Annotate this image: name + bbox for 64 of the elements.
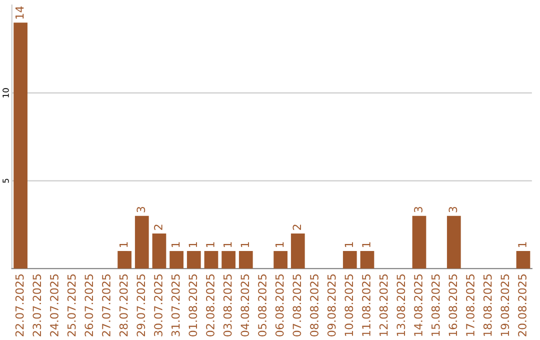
bar	[516, 251, 530, 269]
x-tick-label: 08.08.2025	[310, 274, 318, 336]
bar	[222, 251, 236, 269]
bar	[204, 251, 218, 269]
bar	[134, 216, 149, 269]
bar	[118, 251, 132, 269]
data-label: 1	[276, 242, 284, 248]
x-tick-label: 10.08.2025	[344, 274, 354, 336]
x-tick-label: 30.07.2025	[154, 274, 162, 336]
x-tick-label: 19.08.2025	[500, 274, 510, 336]
bar	[360, 251, 374, 269]
x-tick-label: 27.07.2025	[102, 274, 110, 336]
x-tick-label: 16.08.2025	[448, 274, 458, 336]
data-label: 1	[344, 242, 353, 248]
bar	[274, 251, 288, 269]
x-tick-label: 05.08.2025	[258, 274, 266, 336]
x-tick-label: 26.07.2025	[84, 274, 94, 336]
data-label: 1	[172, 242, 180, 248]
x-tick-label: 15.08.2025	[431, 274, 440, 336]
x-tick-label: 28.07.2025	[119, 274, 128, 336]
bar	[238, 251, 253, 269]
bar	[446, 216, 461, 269]
bar	[152, 233, 166, 269]
x-tick-label: 02.08.2025	[206, 274, 214, 336]
x-tick-label: 06.08.2025	[275, 274, 284, 336]
data-label: 1	[206, 242, 214, 248]
data-label: 1	[224, 242, 232, 248]
data-label: 3	[448, 206, 458, 212]
data-label: 3	[136, 206, 146, 212]
x-tick-label: 25.07.2025	[67, 274, 76, 336]
data-label: 1	[362, 242, 370, 248]
data-label: 1	[518, 242, 526, 248]
x-tick-label: 01.08.2025	[188, 274, 198, 336]
y-tick-label: 5	[2, 178, 9, 183]
x-tick-label: 03.08.2025	[223, 274, 232, 336]
bar	[290, 233, 305, 269]
bar	[186, 251, 201, 269]
x-tick-label: 14.08.2025	[414, 274, 422, 336]
x-tick-label: 13.08.2025	[396, 274, 406, 336]
bar	[342, 251, 357, 269]
bar	[412, 216, 426, 269]
x-tick-label: 17.08.2025	[466, 274, 474, 336]
x-tick-label: 20.08.2025	[518, 274, 526, 336]
x-tick-label: 24.07.2025	[50, 274, 58, 336]
y-tick-label: 10	[2, 88, 9, 98]
data-label: 2	[154, 224, 162, 230]
data-label: 1	[120, 242, 128, 248]
x-tick-label: 22.07.2025	[15, 274, 24, 336]
data-label: 3	[414, 206, 422, 212]
x-tick-label: 09.08.2025	[327, 274, 336, 336]
x-tick-label: 04.08.2025	[240, 274, 250, 336]
bar	[170, 251, 184, 269]
x-tick-label: 07.08.2025	[292, 274, 302, 336]
x-tick-label: 11.08.2025	[362, 274, 370, 336]
data-label: 2	[292, 224, 301, 230]
bar	[14, 22, 28, 269]
x-tick-label: 31.07.2025	[171, 274, 180, 336]
x-tick-label: 23.07.2025	[32, 274, 42, 336]
x-tick-label: 29.07.2025	[136, 274, 146, 336]
data-label: 1	[240, 242, 249, 248]
data-label: 14	[16, 6, 24, 19]
data-label: 1	[188, 242, 197, 248]
x-tick-label: 18.08.2025	[483, 274, 492, 336]
x-tick-label: 12.08.2025	[379, 274, 388, 336]
